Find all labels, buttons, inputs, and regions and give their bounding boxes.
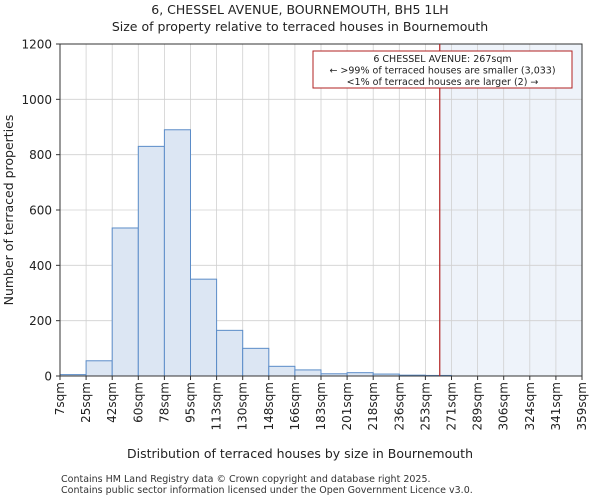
x-tick-label: 183sqm xyxy=(314,382,328,430)
footer-copyright: Contains HM Land Registry data © Crown c… xyxy=(61,474,431,485)
histogram-bar xyxy=(137,145,165,377)
x-tick-label: 324sqm xyxy=(523,382,537,430)
y-tick-label: 400 xyxy=(29,259,52,273)
x-tick-label: 253sqm xyxy=(418,382,432,430)
x-tick-label: 78sqm xyxy=(157,382,171,423)
x-tick-label: 271sqm xyxy=(445,382,459,430)
y-tick-label: 800 xyxy=(29,148,52,162)
x-tick-label: 166sqm xyxy=(288,382,302,430)
x-tick-label: 95sqm xyxy=(184,382,198,423)
x-tick-label: 306sqm xyxy=(497,382,511,430)
histogram-bar xyxy=(111,227,139,377)
histogram-bar xyxy=(216,329,244,377)
x-tick-label: 236sqm xyxy=(392,382,406,430)
x-tick-label: 42sqm xyxy=(105,382,119,423)
y-axis-label: Number of terraced properties xyxy=(1,115,16,306)
x-tick-label: 289sqm xyxy=(471,382,485,430)
x-tick-label: 130sqm xyxy=(236,382,250,430)
x-axis-label: Distribution of terraced houses by size … xyxy=(126,446,473,461)
annotation-text: ← >99% of terraced houses are smaller (3… xyxy=(329,66,555,77)
y-tick-label: 600 xyxy=(29,204,52,218)
y-tick-label: 200 xyxy=(29,314,52,328)
x-tick-label: 25sqm xyxy=(79,382,93,423)
x-tick-label: 113sqm xyxy=(210,382,224,430)
histogram-bar xyxy=(268,365,296,377)
annotation-box xyxy=(312,50,573,89)
histogram-bar xyxy=(85,360,113,377)
x-tick-label: 60sqm xyxy=(131,382,145,423)
histogram-bar xyxy=(163,129,191,377)
x-tick-label: 201sqm xyxy=(340,382,354,430)
annotation-text: 6 CHESSEL AVENUE: 267sqm xyxy=(373,54,511,65)
annotation-text: <1% of terraced houses are larger (2) → xyxy=(347,77,539,88)
y-tick-label: 1200 xyxy=(21,38,52,52)
x-tick-label: 7sqm xyxy=(53,382,67,415)
x-tick-label: 359sqm xyxy=(575,382,589,430)
x-tick-label: 341sqm xyxy=(549,382,563,430)
histogram-bar xyxy=(190,278,218,377)
x-tick-label: 148sqm xyxy=(262,382,276,430)
y-tick-label: 1000 xyxy=(21,93,52,107)
chart-title-line2: Size of property relative to terraced ho… xyxy=(111,19,489,34)
histogram-bar xyxy=(294,369,322,377)
x-tick-label: 218sqm xyxy=(366,382,380,430)
chart-title-line1: 6, CHESSEL AVENUE, BOURNEMOUTH, BH5 1LH xyxy=(151,2,449,17)
histogram-bar xyxy=(242,347,270,377)
footer-licence: Contains public sector information licen… xyxy=(61,485,473,496)
y-tick-label: 0 xyxy=(44,370,52,384)
